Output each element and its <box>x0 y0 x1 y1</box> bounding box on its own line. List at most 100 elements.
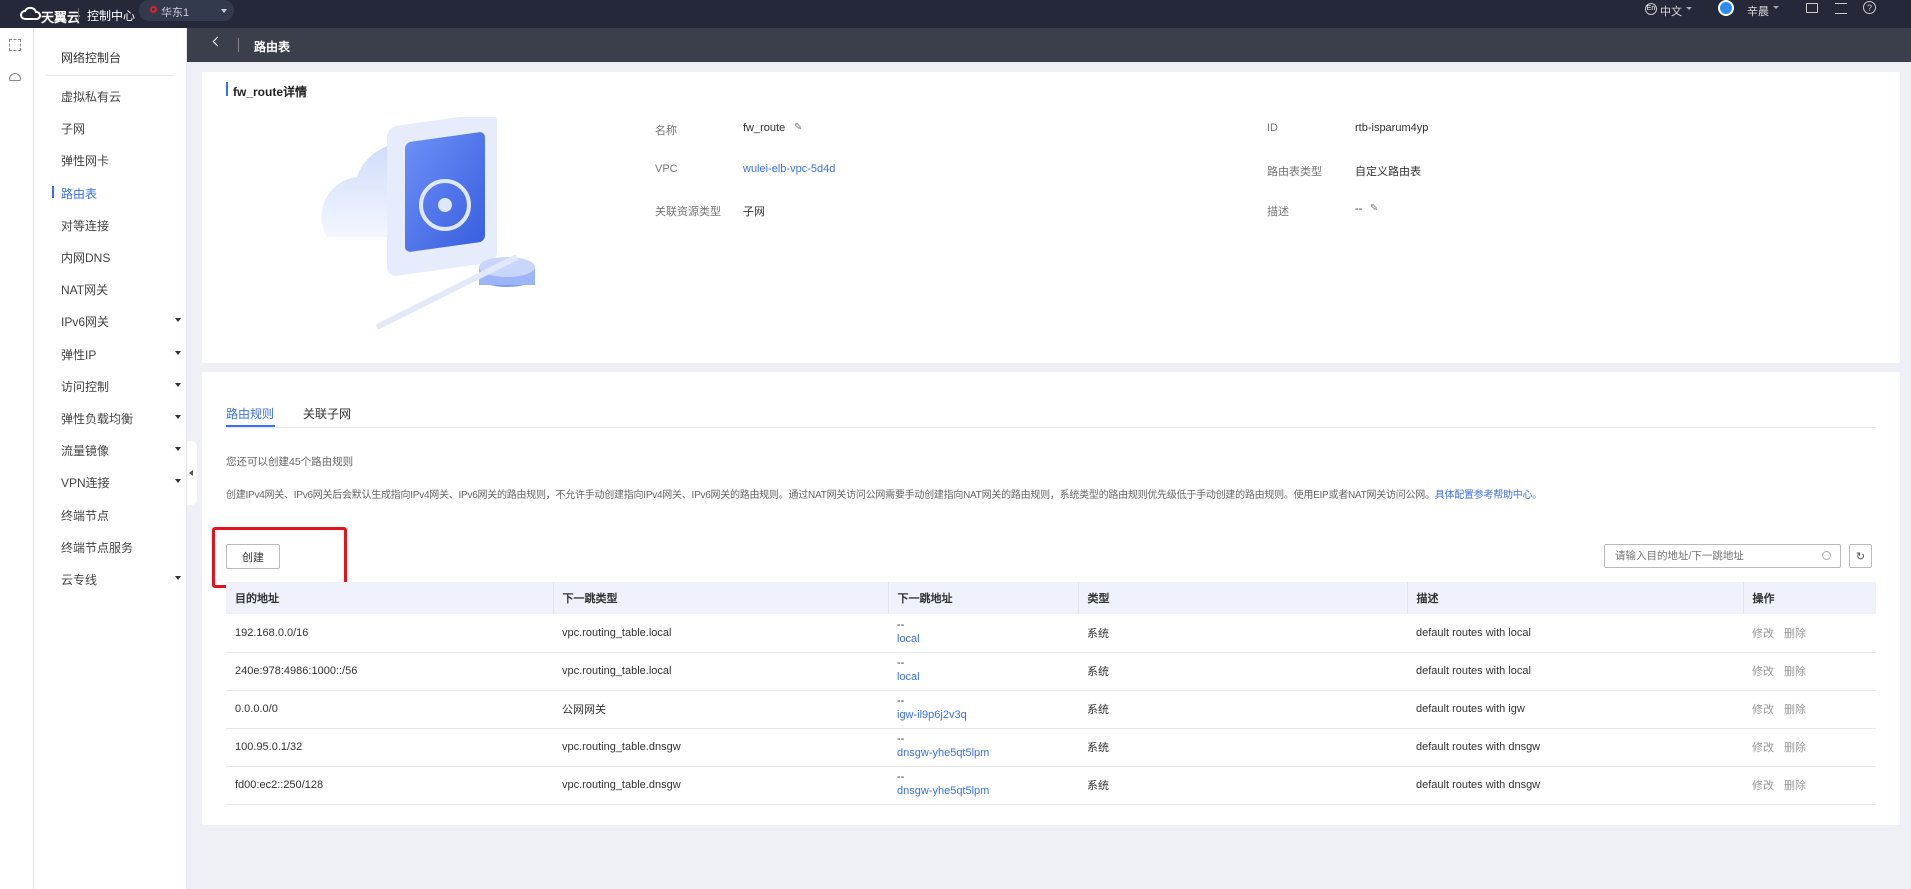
console-link[interactable]: 控制中心 <box>87 9 136 23</box>
sidebar-item[interactable]: 流量镜像 <box>61 442 181 459</box>
language-icon: En <box>1645 3 1657 15</box>
delete-button[interactable]: 删除 <box>1784 780 1806 792</box>
location-pin-icon <box>150 6 157 13</box>
chevron-down-icon <box>175 350 181 355</box>
col-actions: 操作 <box>1743 582 1876 614</box>
sidebar-collapse-handle[interactable] <box>187 441 197 505</box>
search-input[interactable] <box>1615 548 1815 564</box>
sidebar-item-label: NAT网关 <box>61 283 109 298</box>
chevron-down-icon <box>1686 7 1692 10</box>
route-table-detail-card: fw_route详情 名称 fw_route ✎ VPC wulei-elb-v… <box>202 72 1900 363</box>
edit-button[interactable]: 修改 <box>1752 742 1774 754</box>
sidebar-item[interactable]: VPN连接 <box>61 474 181 491</box>
next-hop-link[interactable]: igw-il9p6j2v3q <box>897 709 967 721</box>
tab-associated-subnets[interactable]: 关联子网 <box>303 407 352 421</box>
sidebar-item[interactable]: 访问控制 <box>61 378 181 395</box>
region-selector[interactable]: 华东1 <box>139 0 234 21</box>
sidebar-item[interactable]: 对等连接 <box>61 217 181 234</box>
delete-button[interactable]: 删除 <box>1784 704 1806 716</box>
sidebar-item[interactable]: 虚拟私有云 <box>61 88 181 105</box>
sidebar-item[interactable]: NAT网关 <box>61 281 181 298</box>
description-cell: default routes with dnsgw <box>1407 728 1743 767</box>
apps-grid-icon[interactable] <box>9 39 21 51</box>
edit-description-icon[interactable]: ✎ <box>1370 203 1379 214</box>
next-hop-cell: -- local <box>888 614 1078 653</box>
sidebar-item-label: 子网 <box>61 122 86 137</box>
sidebar-item-label: 弹性IP <box>61 347 97 362</box>
message-icon[interactable] <box>1806 3 1818 13</box>
edit-button[interactable]: 修改 <box>1752 780 1774 792</box>
help-center-link[interactable]: 具体配置参考帮助中心。 <box>1434 490 1543 501</box>
actions-cell: 修改 删除 <box>1743 728 1876 767</box>
sidebar-item-label: IPv6网关 <box>61 315 110 330</box>
description-cell: default routes with local <box>1407 652 1743 691</box>
refresh-button[interactable]: ↻ <box>1849 544 1872 568</box>
next-hop-link[interactable]: local <box>897 671 920 683</box>
sidebar-item[interactable]: 内网DNS <box>61 249 181 266</box>
sidebar-item-label: 路由表 <box>61 186 98 201</box>
route-rules-table: 目的地址 下一跳类型 下一跳地址 类型 描述 操作 192.168.0.0/16… <box>226 582 1876 805</box>
caret-left-icon <box>189 470 193 476</box>
region-label: 华东1 <box>161 7 190 19</box>
sidebar-item[interactable]: 终端节点 <box>61 507 181 524</box>
next-hop-link[interactable]: local <box>897 632 920 645</box>
edit-button[interactable]: 修改 <box>1752 704 1774 716</box>
help-icon[interactable]: ? <box>1863 1 1876 14</box>
destination-cell: 100.95.0.1/32 <box>226 728 553 767</box>
next-hop-cell: -- dnsgw-yhe5qt5lpm <box>888 766 1078 805</box>
assoc-type-label: 关联资源类型 <box>655 206 721 218</box>
sidebar-item[interactable]: IPv6网关 <box>61 313 181 330</box>
chevron-down-icon <box>175 318 181 323</box>
create-button[interactable]: 创建 <box>226 544 280 569</box>
edit-button[interactable]: 修改 <box>1752 666 1774 678</box>
chevron-down-icon <box>175 415 181 419</box>
edit-name-icon[interactable]: ✎ <box>794 122 803 133</box>
col-type: 类型 <box>1078 582 1408 614</box>
next-hop-placeholder: -- <box>897 657 905 669</box>
avatar[interactable] <box>1718 0 1734 16</box>
sidebar-item[interactable]: 弹性负载均衡 <box>61 410 181 427</box>
col-next-hop: 下一跳地址 <box>888 582 1079 614</box>
sidebar-item[interactable]: 子网 <box>61 120 181 137</box>
sidebar-item[interactable]: 弹性IP <box>61 346 181 363</box>
back-button[interactable] <box>212 36 223 47</box>
next-hop-link[interactable]: dnsgw-yhe5qt5lpm <box>897 785 990 797</box>
delete-button[interactable]: 删除 <box>1784 627 1806 640</box>
description-cell: default routes with igw <box>1407 690 1743 729</box>
sidebar-item[interactable]: 云专线 <box>61 571 181 588</box>
divider <box>46 75 174 76</box>
delete-button[interactable]: 删除 <box>1784 742 1806 754</box>
next-hop-cell: -- local <box>888 652 1078 691</box>
sidebar-item-label: 云专线 <box>61 573 98 587</box>
description-cell: default routes with local <box>1407 614 1743 653</box>
edit-button[interactable]: 修改 <box>1752 627 1774 640</box>
destination-cell: 192.168.0.0/16 <box>226 614 553 653</box>
search-box <box>1604 544 1841 568</box>
name-label: 名称 <box>655 125 677 137</box>
cloud-icon[interactable] <box>9 73 21 81</box>
sidebar-item[interactable]: 终端节点服务 <box>61 539 181 556</box>
active-indicator <box>52 185 54 198</box>
tab-route-rules[interactable]: 路由规则 <box>226 407 275 421</box>
type-cell: 系统 <box>1078 728 1407 767</box>
language-selector[interactable]: 中文 <box>1660 6 1682 18</box>
delete-button[interactable]: 删除 <box>1784 666 1806 678</box>
sidebar-item-label: 内网DNS <box>61 251 111 265</box>
sidebar-item-label: 虚拟私有云 <box>61 90 122 104</box>
user-menu[interactable]: 辛晨 <box>1747 6 1769 18</box>
next-hop-link[interactable]: dnsgw-yhe5qt5lpm <box>897 747 990 759</box>
sidebar-item-label: 访问控制 <box>61 379 110 394</box>
vpc-link[interactable]: wulei-elb-vpc-5d4d <box>743 163 836 175</box>
search-icon[interactable] <box>1822 551 1831 560</box>
chevron-down-icon <box>221 9 227 13</box>
next-hop-type-cell: vpc.routing_table.dnsgw <box>553 766 888 805</box>
sidebar-item[interactable]: 路由表 <box>52 185 181 202</box>
sidebar-item[interactable]: 弹性网卡 <box>61 152 181 169</box>
chevron-down-icon <box>175 576 181 580</box>
sidebar-item-label: 弹性负载均衡 <box>61 412 134 426</box>
id-label: ID <box>1267 122 1278 134</box>
brand-name[interactable]: 天翼云 <box>41 10 81 25</box>
assoc-type-value: 子网 <box>743 206 765 218</box>
settings-sliders-icon[interactable] <box>1835 3 1847 14</box>
note-text: 创建IPv4网关、IPv6网关后会默认生成指向IPv4网关、IPv6网关的路由规… <box>226 490 1435 501</box>
